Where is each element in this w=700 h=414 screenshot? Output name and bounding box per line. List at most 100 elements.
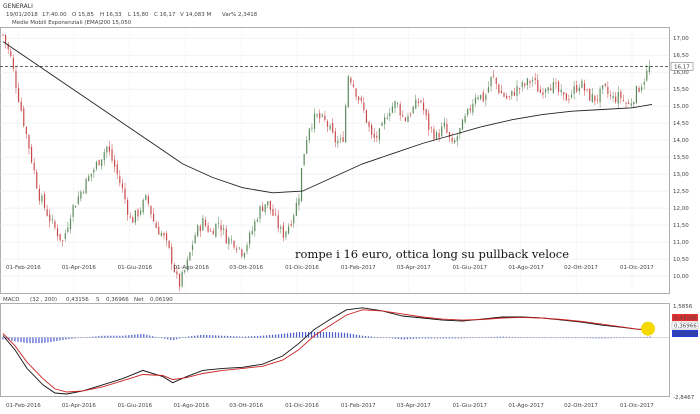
candle-body — [139, 210, 142, 215]
macd-x-tick: 03-Ott-2016 — [229, 403, 263, 409]
macd-hist-bar — [101, 335, 103, 338]
hist-value-tag — [672, 330, 698, 337]
macd-x-tick: 01-Dic-2017 — [620, 403, 654, 409]
candle-body — [550, 88, 552, 91]
candle-body — [150, 205, 152, 215]
macd-hist-bar — [265, 335, 268, 338]
macd-hist-bar — [262, 335, 265, 338]
candle-body — [539, 89, 541, 93]
candle-body — [563, 92, 565, 95]
candle-body — [516, 86, 518, 96]
candle-body — [526, 78, 528, 86]
header-close: C 16,17 — [154, 12, 176, 18]
macd-hist-bar — [295, 332, 298, 338]
candle-body — [171, 246, 173, 264]
macd-hist-bar — [472, 337, 474, 339]
macd-highlight-marker — [641, 321, 655, 336]
candle-body — [485, 94, 487, 101]
candle-body — [145, 194, 147, 200]
macd-y-axis: 1,5856 -2,8467 — [673, 304, 695, 401]
macd-hist-bar — [478, 337, 480, 338]
macd-hist-bar — [161, 337, 163, 339]
macd-hist-bar — [352, 334, 355, 338]
candle-body — [56, 228, 59, 237]
candle-body — [358, 96, 360, 101]
macd-hist-bar — [349, 333, 352, 338]
macd-hist-bar — [442, 337, 444, 339]
price-candles — [2, 33, 651, 292]
candle-body — [521, 82, 523, 87]
candle-body — [435, 132, 438, 139]
price-x-tick: 01-Ago-2016 — [173, 265, 209, 271]
macd-hist-bar — [565, 337, 567, 339]
candle-body — [524, 83, 526, 86]
macd-hist-bar — [212, 335, 214, 338]
macd-hist-bar — [200, 335, 202, 338]
candle-body — [82, 191, 85, 193]
candle-body — [469, 108, 471, 111]
candle-body — [415, 99, 417, 109]
macd-hist-bar — [322, 332, 325, 338]
price-y-tick: 14,00 — [673, 138, 689, 144]
macd-hist-bar — [23, 337, 25, 343]
macd-hist-bar — [568, 337, 570, 339]
candle-body — [464, 116, 466, 123]
price-x-axis: 01-Feb-2016 01-Apr-2016 01-Giu-2016 01-Ago-… — [6, 265, 654, 271]
macd-hist-bar — [313, 332, 316, 338]
candle-body — [303, 153, 305, 166]
hist-header-label: Net — [134, 297, 144, 303]
candle-body — [487, 87, 490, 93]
candle-body — [142, 200, 144, 213]
candle-body — [285, 231, 287, 238]
candle-body — [635, 86, 638, 104]
candle-body — [630, 103, 632, 106]
macd-hist-bar — [179, 337, 181, 339]
candle-body — [114, 159, 116, 167]
candle-body — [321, 114, 323, 117]
candle-body — [394, 101, 396, 109]
macd-hist-bar — [607, 337, 609, 339]
candle-body — [67, 227, 69, 232]
candle-body — [628, 102, 630, 104]
candle-body — [308, 128, 310, 141]
macd-hist-bar — [59, 337, 61, 341]
macd-hist-bar — [56, 337, 58, 341]
macd-header: MACD (32 , 200) 0,43156 S 0,36966 Net 0,… — [3, 297, 173, 303]
macd-hist-bar — [170, 337, 172, 340]
macd-hist-bar — [44, 337, 46, 343]
candle-body — [578, 87, 580, 92]
price-x-tick: 03-Apr-2017 — [397, 265, 432, 271]
macd-hist-bar — [493, 336, 495, 338]
candle-body — [586, 89, 588, 91]
signal-value-tag-text: 0,36966 — [674, 324, 697, 330]
macd-hist-bar — [643, 337, 645, 338]
hist-header-value: 0,06190 — [150, 297, 173, 303]
macd-hist-bar — [65, 337, 67, 340]
candle-body — [446, 123, 448, 133]
macd-hist-bar — [254, 336, 256, 338]
macd-hist-bar — [574, 337, 576, 339]
header-low: L 15,80 — [128, 12, 149, 18]
candle-body — [80, 191, 82, 199]
macd-hist-bar — [74, 337, 76, 339]
macd-line — [2, 307, 653, 395]
candle-body — [215, 223, 217, 237]
macd-hist-bar — [508, 336, 510, 338]
signal-header-label: S — [96, 297, 100, 303]
macd-hist-bar — [367, 336, 370, 338]
macd-hist-bar — [616, 337, 618, 339]
macd-hist-bar — [562, 337, 564, 339]
candle-body — [184, 270, 186, 272]
macd-hist-bar — [532, 337, 534, 338]
price-y-tick: 14,50 — [673, 121, 689, 127]
candle-body — [384, 117, 386, 125]
macd-hist-bar — [140, 334, 142, 338]
macd-hist-bar — [589, 337, 591, 339]
macd-hist-bar — [292, 332, 295, 338]
macd-hist-bar — [439, 337, 441, 339]
candle-body — [30, 146, 33, 163]
candle-body — [207, 225, 209, 232]
macd-x-tick: 01-Giu-2016 — [118, 403, 153, 409]
candle-body — [41, 195, 43, 202]
macd-hist-bar — [514, 336, 516, 338]
